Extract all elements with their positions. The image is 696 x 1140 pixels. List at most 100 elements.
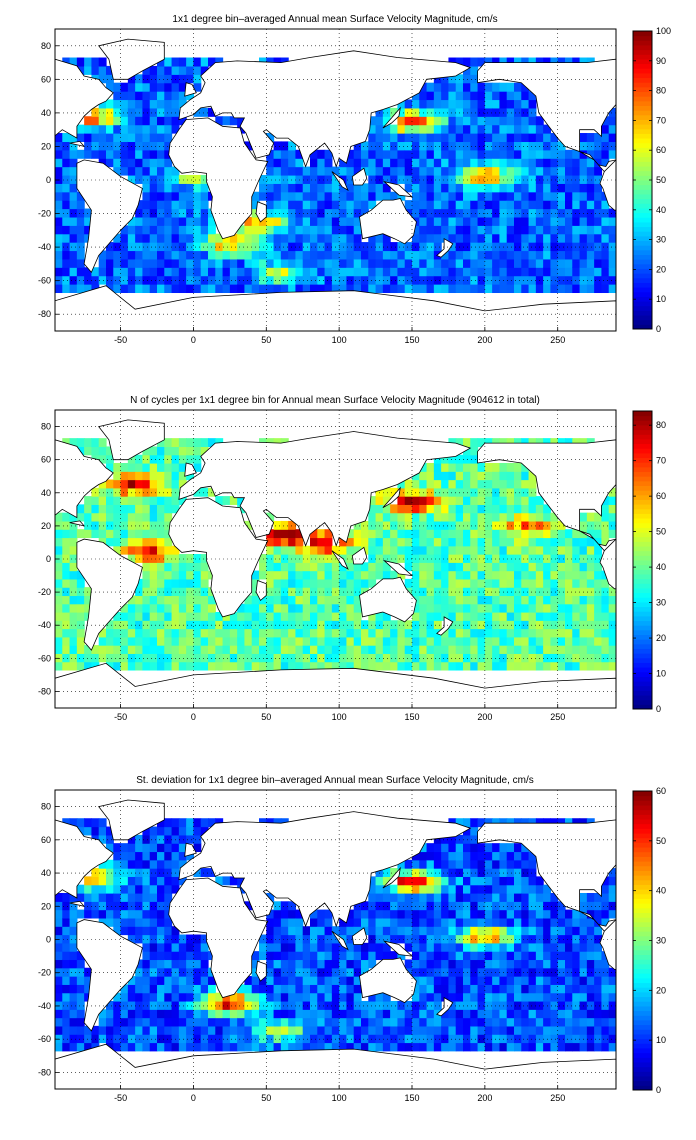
heatmap-cell (441, 166, 450, 176)
heatmap-cell (484, 1025, 493, 1035)
heatmap-cell (572, 200, 581, 210)
heatmap-cell (550, 250, 559, 260)
heatmap-cell (317, 1025, 326, 1035)
heatmap-cell (331, 1017, 340, 1027)
heatmap-cell (543, 216, 552, 226)
heatmap-cell (419, 174, 428, 184)
heatmap-cell (149, 562, 158, 572)
heatmap-cell (368, 191, 377, 201)
heatmap-cell (164, 884, 173, 894)
land-mass (382, 559, 414, 577)
heatmap-cell (273, 57, 282, 67)
heatmap-cell (295, 200, 304, 210)
heatmap-cell (171, 578, 180, 588)
heatmap-cell (84, 992, 93, 1002)
heatmap-cell (506, 107, 515, 117)
heatmap-cell (62, 926, 71, 936)
heatmap-cell (353, 570, 362, 580)
heatmap-cell (310, 183, 318, 193)
heatmap-cell (208, 258, 216, 268)
heatmap-cell (259, 183, 267, 193)
heatmap-cell (135, 133, 144, 143)
heatmap-cell (514, 529, 522, 539)
heatmap-cell (331, 200, 340, 210)
heatmap-cell (514, 275, 522, 285)
heatmap-cell (149, 967, 158, 977)
heatmap-cell (375, 183, 384, 193)
heatmap-cell (69, 967, 78, 977)
colorbar-segment (633, 193, 652, 200)
heatmap-cell (550, 818, 559, 828)
heatmap-cell (463, 976, 471, 985)
heatmap-cell (426, 587, 435, 597)
heatmap-cell (127, 74, 136, 84)
heatmap-cell (528, 992, 537, 1002)
heatmap-cell (426, 487, 435, 497)
heatmap-cell (135, 901, 144, 911)
heatmap-cell (331, 1042, 340, 1052)
heatmap-cell (317, 183, 326, 193)
heatmap-cell (506, 462, 515, 472)
heatmap-cell (579, 976, 588, 985)
heatmap-cell (266, 967, 275, 977)
heatmap-cell (149, 216, 158, 226)
heatmap-cell (404, 107, 413, 117)
colorbar-segment (633, 564, 652, 570)
heatmap-cell (69, 818, 78, 828)
heatmap-cell (448, 967, 457, 977)
heatmap-cell (208, 267, 216, 277)
heatmap-cell (266, 1000, 275, 1010)
colorbar-segment (633, 1043, 652, 1049)
heatmap-cell (178, 611, 187, 621)
heatmap-cell (135, 1034, 144, 1044)
heatmap-cell (565, 587, 573, 597)
heatmap-cell (455, 233, 464, 243)
heatmap-cell (572, 1017, 581, 1027)
heatmap-cell (55, 200, 63, 210)
colorbar-segment (633, 133, 652, 139)
heatmap-cell (601, 892, 610, 902)
heatmap-cell (543, 554, 552, 563)
colorbar-segment (633, 884, 652, 890)
heatmap-cell (295, 1042, 304, 1052)
heatmap-cell (492, 57, 501, 67)
heatmap-cell (273, 537, 282, 547)
heatmap-cell (310, 258, 318, 268)
heatmap-cell (499, 984, 508, 994)
heatmap-cell (178, 99, 187, 109)
heatmap-cell (521, 158, 530, 168)
heatmap-cell (470, 82, 479, 92)
heatmap-cell (484, 479, 493, 489)
heatmap-cell (499, 529, 508, 539)
heatmap-cell (310, 620, 318, 630)
grid (55, 410, 616, 708)
heatmap-cell (506, 99, 515, 109)
heatmap-cell (419, 191, 428, 201)
heatmap-cell (412, 471, 420, 481)
land-mass (382, 180, 414, 198)
heatmap-cell (579, 250, 588, 260)
heatmap-cell (412, 1009, 420, 1019)
heatmap-cell (579, 233, 588, 243)
heatmap-cell (543, 1009, 552, 1019)
heatmap-cell (310, 149, 318, 159)
heatmap-cell (441, 645, 450, 654)
heatmap-cell (69, 275, 78, 285)
heatmap-cell (317, 562, 326, 572)
heatmap-cell (208, 225, 216, 235)
heatmap-cell (135, 275, 144, 285)
heatmap-cell (455, 1009, 464, 1019)
heatmap-cell (535, 233, 544, 243)
heatmap-cell (339, 250, 348, 260)
heatmap-cell (470, 868, 479, 877)
heatmap-cell (492, 603, 501, 613)
heatmap-cell (426, 124, 435, 134)
heatmap-cell (506, 496, 515, 505)
heatmap-cell (91, 116, 100, 126)
heatmap-cell (521, 876, 530, 886)
heatmap-cell (375, 942, 384, 952)
heatmap-cell (382, 992, 391, 1002)
heatmap-cell (302, 992, 311, 1002)
heatmap-cell (244, 284, 253, 294)
heatmap-cell (506, 587, 515, 597)
